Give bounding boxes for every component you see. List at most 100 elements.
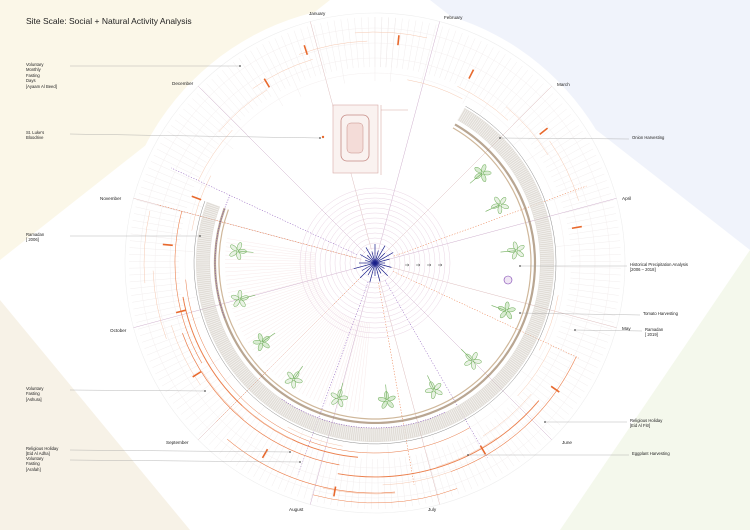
- leaf: [236, 242, 243, 251]
- leaf: [229, 250, 238, 257]
- day-tick: [256, 47, 281, 92]
- bg-tint-bottomleft: [0, 300, 190, 530]
- day-tick: [485, 424, 515, 467]
- day-tick: [233, 61, 263, 103]
- light-event-arc: [287, 426, 343, 447]
- day-tick: [514, 399, 551, 436]
- day-tick: [428, 26, 443, 75]
- dotted-ray: [157, 204, 356, 259]
- day-tick: [313, 24, 327, 74]
- precip-ring: [314, 202, 436, 324]
- day-tick: [457, 440, 479, 487]
- month-label-october: October: [110, 328, 127, 333]
- day-tick: [529, 383, 569, 415]
- plant: [485, 196, 509, 214]
- day-tick: [300, 28, 316, 77]
- day-tick: [152, 346, 198, 368]
- day-tick: [511, 403, 547, 441]
- day-tick: [134, 304, 184, 316]
- day-tick: [520, 98, 558, 133]
- day-tick: [393, 458, 400, 508]
- day-tick: [569, 283, 620, 289]
- day-tick: [297, 448, 314, 497]
- day-tick: [541, 365, 585, 393]
- leaf: [506, 311, 512, 320]
- building-outline: [340, 114, 370, 162]
- day-tick: [133, 213, 184, 224]
- leaf: [472, 352, 478, 361]
- annotation-line: [Ayaam Al Beed]: [26, 83, 57, 89]
- day-tick: [340, 19, 348, 69]
- day-tick: [377, 458, 379, 510]
- day-tick: [148, 167, 195, 188]
- day-tick: [560, 326, 608, 343]
- precip-spoke: [374, 262, 388, 276]
- day-tick: [361, 17, 365, 68]
- day-tick: [330, 455, 340, 506]
- day-tick: [549, 351, 595, 375]
- leaf: [424, 388, 434, 393]
- precip-spoke: [374, 258, 390, 264]
- day-tick: [131, 288, 181, 296]
- month-label-may: May: [622, 326, 631, 331]
- annotation-line: Historical Precipitation Analysis: [630, 262, 688, 267]
- leader-line: [499, 137, 630, 140]
- purple-dotted-arc: [280, 397, 445, 429]
- precip-spoke: [374, 245, 386, 264]
- day-tick: [561, 186, 610, 203]
- day-tick: [129, 254, 180, 257]
- day-tick: [244, 54, 272, 97]
- day-tick: [566, 213, 617, 224]
- day-tick: [367, 17, 370, 68]
- month-boundary-ray: [198, 86, 366, 254]
- fan-line: [333, 320, 359, 408]
- day-tick: [172, 374, 215, 404]
- day-tick: [333, 20, 345, 84]
- day-tick: [194, 396, 232, 431]
- precip-ring: [299, 187, 451, 339]
- month-boundary-ray: [378, 276, 440, 505]
- precip-spoke: [371, 251, 376, 264]
- plant: [252, 332, 276, 352]
- planter-edge: [218, 127, 532, 420]
- day-tick: [350, 458, 357, 508]
- orange-event-arc: [185, 279, 471, 454]
- day-tick: [235, 424, 265, 467]
- annotation-line: Religious Holiday: [630, 418, 663, 423]
- stem: [461, 349, 473, 361]
- stem: [338, 382, 344, 399]
- day-tick: [496, 70, 528, 110]
- day-tick: [130, 283, 181, 289]
- day-tick: [241, 427, 269, 470]
- stem: [427, 375, 435, 391]
- annotation-line: Fasting: [26, 391, 40, 397]
- day-tick: [396, 18, 403, 69]
- leaf: [434, 383, 442, 390]
- leaf: [497, 205, 503, 214]
- day-tick: [129, 277, 180, 283]
- leaf: [471, 361, 476, 370]
- dotted-ray: [393, 271, 580, 359]
- event-marker: [263, 78, 271, 88]
- day-tick: [140, 186, 202, 207]
- precip-spoke: [374, 262, 381, 282]
- site-map: [321, 104, 408, 175]
- leaf: [331, 398, 339, 405]
- annotation-line: [Ashura]: [26, 396, 42, 402]
- orange-event-arc: [182, 332, 340, 466]
- light-event-arc: [354, 31, 428, 39]
- day-tick: [444, 32, 463, 80]
- day-tick: [357, 458, 362, 509]
- day-tick: [277, 430, 304, 490]
- month-label-august: August: [289, 507, 304, 512]
- day-tick: [224, 407, 265, 458]
- precip-spoke: [353, 262, 376, 270]
- day-tick: [412, 21, 423, 71]
- light-event-arc: [482, 393, 532, 437]
- month-label-july: July: [428, 507, 437, 512]
- day-tick: [327, 21, 338, 71]
- day-tick: [402, 19, 410, 69]
- fan-line: [230, 279, 318, 305]
- plant: [377, 384, 396, 409]
- event-marker: [303, 44, 309, 55]
